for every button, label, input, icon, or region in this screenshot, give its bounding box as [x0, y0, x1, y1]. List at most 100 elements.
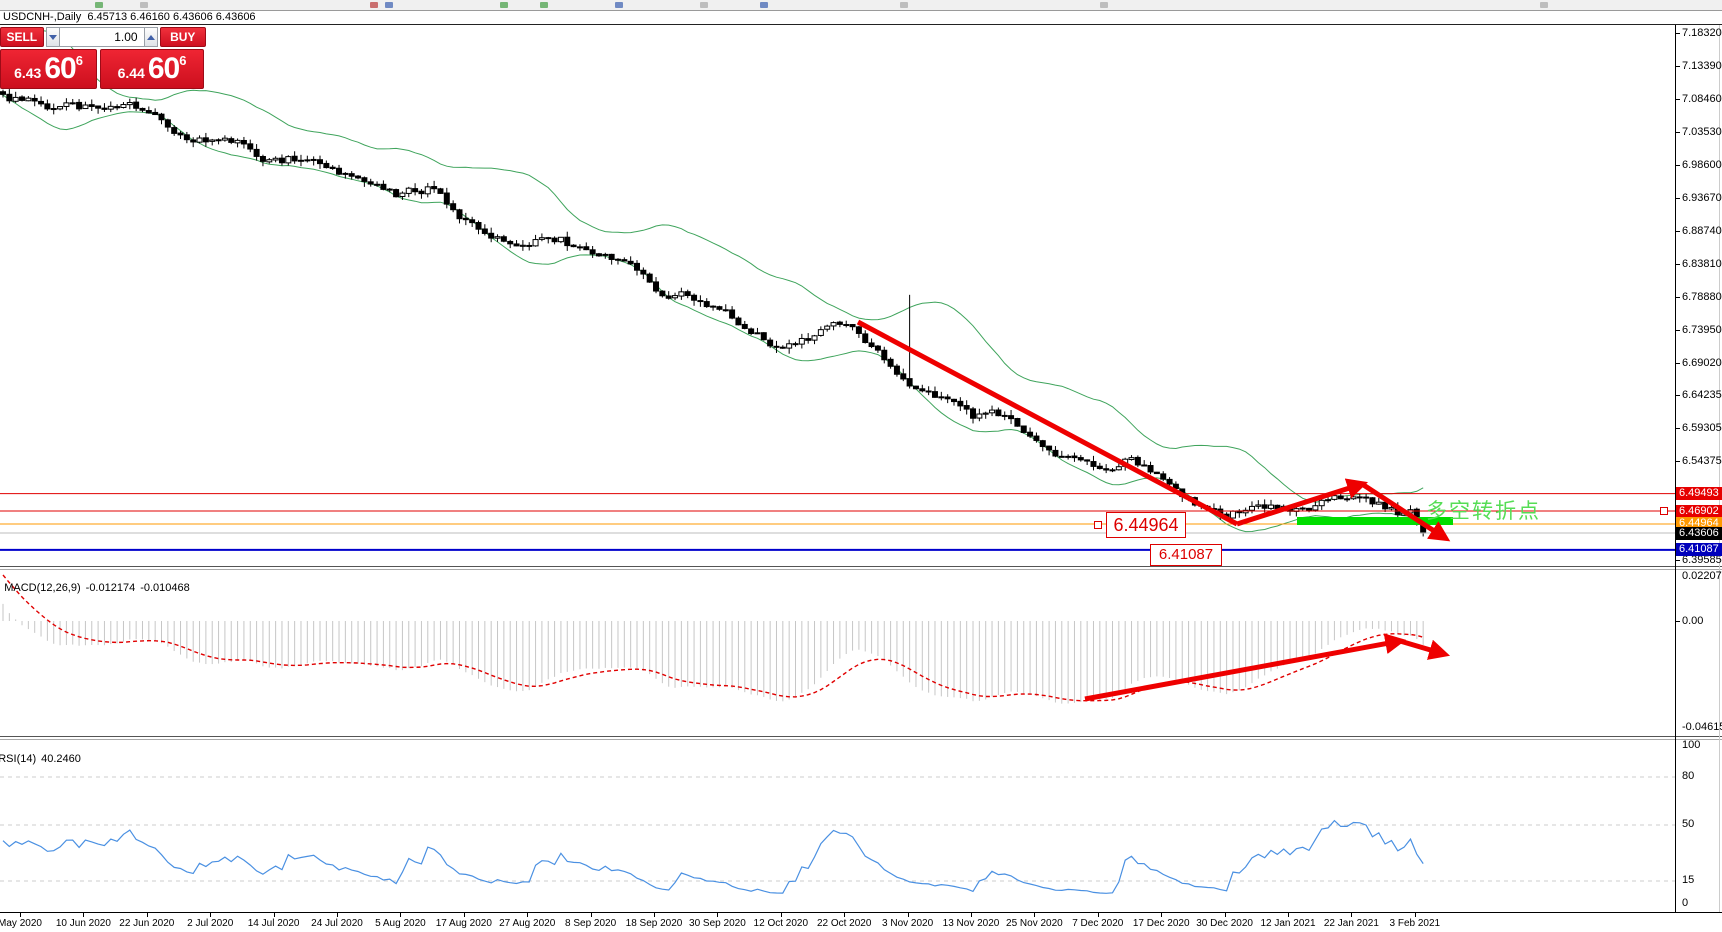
candle-body [1008, 415, 1015, 420]
toolbar-icon-fragment[interactable] [700, 2, 708, 8]
line-handle[interactable] [1094, 521, 1102, 529]
price-badge: 6.43606 [1676, 527, 1722, 540]
candle-body [1185, 496, 1192, 499]
volume-input[interactable] [59, 27, 144, 47]
time-axis-label: 22 Jun 2020 [119, 918, 175, 929]
candle-body [1198, 504, 1205, 507]
price-axis-label: 6.54375 [1682, 454, 1722, 467]
sell-button[interactable]: SELL [0, 27, 44, 47]
time-axis-label: 30 Dec 2020 [1196, 918, 1253, 929]
candle-body [88, 104, 95, 107]
candle-body [1318, 499, 1325, 507]
toolbar-icon-fragment[interactable] [140, 2, 148, 8]
pane-separator[interactable] [0, 566, 1722, 570]
candle-body [336, 167, 343, 175]
toolbar-icon-fragment[interactable] [615, 2, 623, 8]
candle-body [1255, 504, 1262, 507]
candle-body [1388, 506, 1395, 510]
candle-body [830, 322, 837, 327]
price-axis-tick [1675, 230, 1680, 232]
candle-body [1248, 505, 1255, 511]
candle-body [970, 408, 977, 419]
sell-price-box[interactable]: 6.43 60 6 [0, 49, 97, 89]
candle-body [1065, 455, 1072, 458]
candle-body [1363, 496, 1370, 499]
candle-body [1325, 499, 1332, 502]
candle-body [1147, 465, 1154, 473]
candle-body [1122, 458, 1129, 467]
candle-body [399, 192, 406, 197]
time-axis-tick [1414, 913, 1416, 917]
time-axis-tick [1034, 913, 1036, 917]
buy-button[interactable]: BUY [159, 27, 206, 47]
volume-decrease-button[interactable] [45, 27, 60, 47]
price-badge: 6.44964 [1676, 517, 1722, 530]
toolbar-icon-fragment[interactable] [900, 2, 908, 8]
candle-body [1299, 507, 1306, 510]
candle-body [1356, 496, 1363, 499]
toolbar-icon-fragment[interactable] [95, 2, 103, 8]
rsi-pane[interactable] [0, 739, 1722, 912]
candle-body [963, 405, 970, 410]
volume-increase-button[interactable] [143, 27, 158, 47]
time-axis-tick [146, 913, 148, 917]
buy-price-box[interactable]: 6.44 60 6 [100, 49, 204, 89]
candle-body [412, 188, 419, 193]
toolbar-icon-fragment[interactable] [1540, 2, 1548, 8]
candle-body [329, 166, 336, 169]
candle-body [361, 177, 368, 182]
time-axis-label: 2 Jul 2020 [187, 918, 234, 929]
candle-body [1375, 501, 1382, 505]
candle-body [139, 107, 146, 111]
candle-body [849, 324, 856, 328]
volume-stepper [45, 27, 158, 47]
price-axis-tick [1675, 65, 1680, 67]
candle-body [748, 328, 755, 335]
candle-body [710, 305, 717, 308]
candle-body [507, 240, 514, 245]
time-axis[interactable]: May 2020 10 Jun 2020 22 Jun 2020 2 Jul 2020… [0, 912, 1722, 932]
macd-indicator-label: MACD(12,26,9) -0.012174 -0.010468 [0, 570, 195, 606]
toolbar-icon-fragment[interactable] [760, 2, 768, 8]
candle-body [1128, 457, 1135, 461]
candle-body [38, 100, 45, 105]
toolbar-icon-fragment[interactable] [540, 2, 548, 8]
candle-body [374, 183, 381, 186]
candle-body [1331, 495, 1338, 500]
candle-body [44, 103, 51, 110]
candle-body [519, 244, 526, 247]
toolbar-icon-fragment[interactable] [500, 2, 508, 8]
price-axis-tick [1675, 197, 1680, 199]
candle-body [1179, 488, 1186, 498]
candle-body [278, 157, 285, 164]
candle-body [57, 106, 64, 110]
toolbar-strip[interactable] [0, 0, 1722, 11]
toolbar-icon-fragment[interactable] [1100, 2, 1108, 8]
candle-body [431, 186, 438, 190]
candle-body [545, 237, 552, 240]
candle-body [69, 102, 76, 105]
candle-body [253, 148, 260, 157]
price-chart-pane[interactable] [0, 25, 1722, 566]
time-axis-label: 22 Oct 2020 [816, 918, 872, 929]
rsi-value: 40.2460 [41, 753, 81, 765]
candle-body [665, 295, 672, 299]
candle-body [1172, 483, 1179, 490]
pane-separator[interactable] [0, 736, 1722, 740]
price-axis-label: 6.59305 [1682, 421, 1722, 434]
candle-body [1071, 455, 1078, 459]
toolbar-icon-fragment[interactable] [385, 2, 393, 8]
toolbar-icon-fragment[interactable] [370, 2, 378, 8]
line-handle[interactable] [1660, 507, 1668, 515]
candle-body [786, 343, 793, 349]
macd-pane[interactable] [0, 569, 1722, 735]
price-axis-label: 6.69020 [1682, 356, 1722, 369]
candle-body [443, 192, 450, 205]
macd-scale-label: 0.022075 [1682, 570, 1722, 582]
time-axis-tick [83, 913, 85, 917]
sell-price-prefix: 6.43 [14, 65, 42, 81]
candle-body [107, 105, 114, 110]
time-axis-label: 22 Jan 2021 [1323, 918, 1379, 929]
candle-body [25, 97, 32, 102]
candle-body [576, 246, 583, 249]
